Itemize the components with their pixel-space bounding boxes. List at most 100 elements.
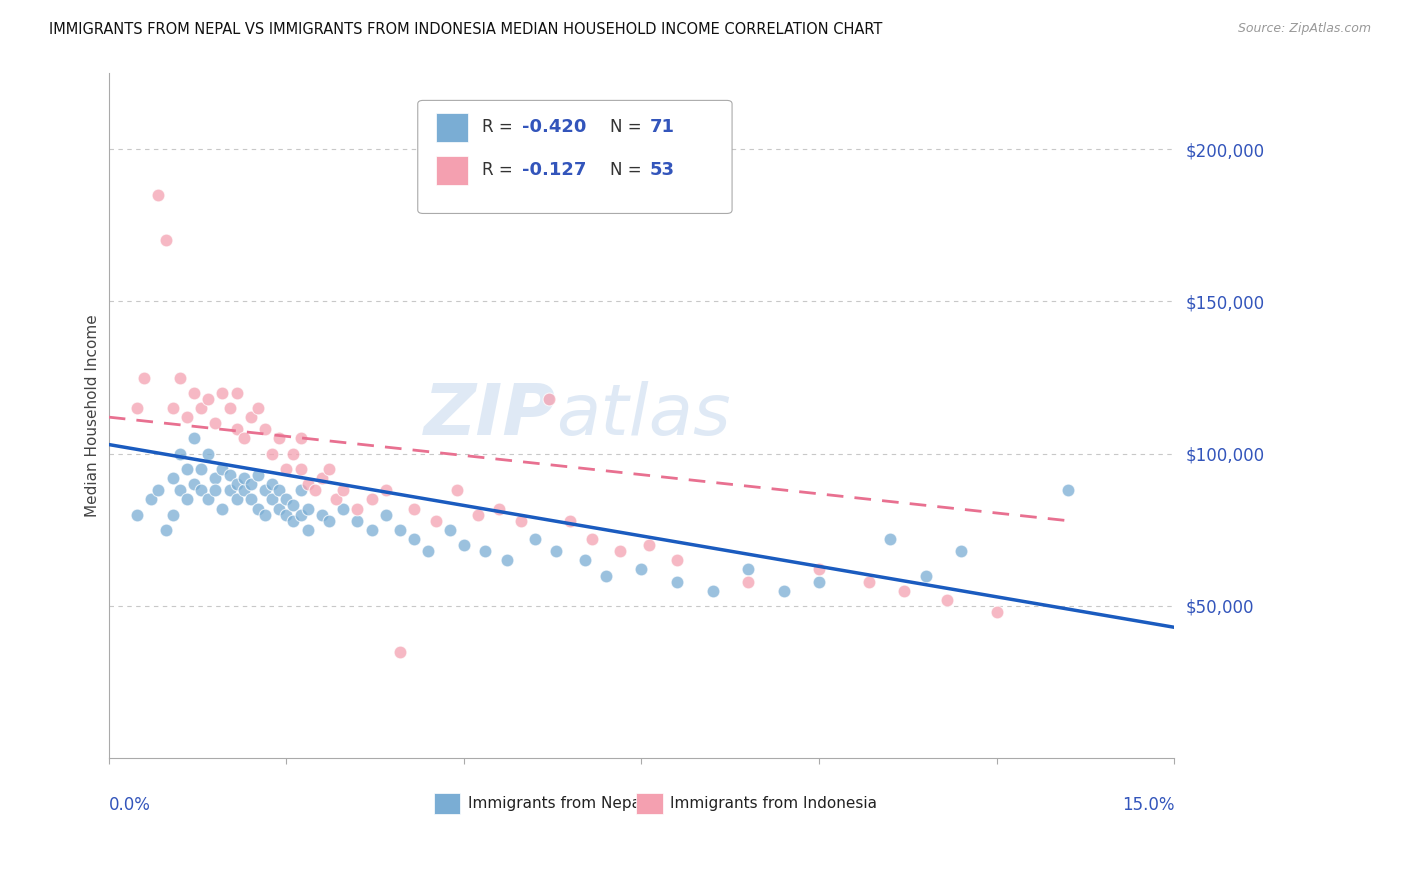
Point — [218, 483, 240, 498]
Point — [439, 523, 461, 537]
Point — [986, 605, 1008, 619]
Text: Immigrants from Indonesia: Immigrants from Indonesia — [671, 796, 877, 811]
Point — [204, 471, 226, 485]
Point — [197, 447, 219, 461]
Text: -0.127: -0.127 — [522, 161, 586, 179]
Point — [239, 410, 262, 425]
Text: ZIP: ZIP — [425, 381, 557, 450]
Point — [225, 385, 247, 400]
Point — [467, 508, 489, 522]
Point — [488, 501, 510, 516]
Point — [162, 471, 184, 485]
FancyBboxPatch shape — [636, 792, 662, 814]
Point — [297, 501, 319, 516]
Point — [346, 501, 368, 516]
Point — [311, 508, 333, 522]
Point — [269, 432, 291, 446]
Point — [269, 501, 291, 516]
Point — [737, 562, 759, 576]
Y-axis label: Median Household Income: Median Household Income — [86, 314, 100, 517]
Point — [218, 468, 240, 483]
Point — [183, 385, 205, 400]
Point — [332, 483, 354, 498]
Point — [134, 370, 156, 384]
Point — [176, 462, 198, 476]
Point — [630, 562, 652, 576]
Point — [808, 562, 831, 576]
Point — [318, 462, 340, 476]
Point — [879, 532, 901, 546]
Point — [318, 514, 340, 528]
Point — [374, 483, 396, 498]
Point — [197, 392, 219, 406]
Point — [546, 544, 568, 558]
Point — [254, 483, 277, 498]
Text: N =: N = — [610, 118, 641, 136]
Point — [666, 574, 689, 589]
Point — [148, 483, 170, 498]
Text: 0.0%: 0.0% — [108, 796, 150, 814]
FancyBboxPatch shape — [436, 112, 468, 142]
Text: 71: 71 — [650, 118, 675, 136]
Point — [283, 514, 305, 528]
Point — [127, 401, 149, 415]
Point — [702, 583, 724, 598]
Point — [176, 410, 198, 425]
Point — [304, 483, 326, 498]
Point — [1056, 483, 1078, 498]
Point — [204, 483, 226, 498]
Point — [211, 501, 233, 516]
Point — [311, 471, 333, 485]
Point — [183, 477, 205, 491]
Point — [914, 568, 936, 582]
Point — [666, 553, 689, 567]
Point — [360, 523, 382, 537]
Text: Immigrants from Nepal: Immigrants from Nepal — [468, 796, 645, 811]
Point — [262, 492, 284, 507]
Point — [858, 574, 880, 589]
Point — [297, 477, 319, 491]
Point — [262, 477, 284, 491]
Point — [225, 422, 247, 436]
Point — [495, 553, 517, 567]
Point — [162, 508, 184, 522]
Point — [239, 492, 262, 507]
Point — [374, 508, 396, 522]
Point — [808, 574, 831, 589]
Point — [155, 234, 177, 248]
Point — [190, 462, 212, 476]
Point — [176, 492, 198, 507]
Point — [239, 477, 262, 491]
Point — [169, 447, 191, 461]
Point — [418, 544, 440, 558]
Point — [388, 523, 411, 537]
Point — [276, 508, 298, 522]
Point — [254, 508, 277, 522]
Point — [276, 462, 298, 476]
Point — [290, 432, 312, 446]
Point — [772, 583, 794, 598]
Point — [283, 499, 305, 513]
Point — [581, 532, 603, 546]
Point — [595, 568, 617, 582]
Text: R =: R = — [482, 118, 512, 136]
Point — [225, 492, 247, 507]
Point — [155, 523, 177, 537]
Point — [290, 508, 312, 522]
Point — [246, 401, 269, 415]
Point — [360, 492, 382, 507]
Point — [162, 401, 184, 415]
Point — [523, 532, 546, 546]
Point — [609, 544, 631, 558]
Text: 53: 53 — [650, 161, 675, 179]
Point — [246, 501, 269, 516]
Point — [190, 483, 212, 498]
Point — [127, 508, 149, 522]
Text: Source: ZipAtlas.com: Source: ZipAtlas.com — [1237, 22, 1371, 36]
Point — [190, 401, 212, 415]
Point — [404, 532, 426, 546]
Text: IMMIGRANTS FROM NEPAL VS IMMIGRANTS FROM INDONESIA MEDIAN HOUSEHOLD INCOME CORRE: IMMIGRANTS FROM NEPAL VS IMMIGRANTS FROM… — [49, 22, 883, 37]
Point — [232, 471, 254, 485]
Point — [225, 477, 247, 491]
Point — [246, 468, 269, 483]
